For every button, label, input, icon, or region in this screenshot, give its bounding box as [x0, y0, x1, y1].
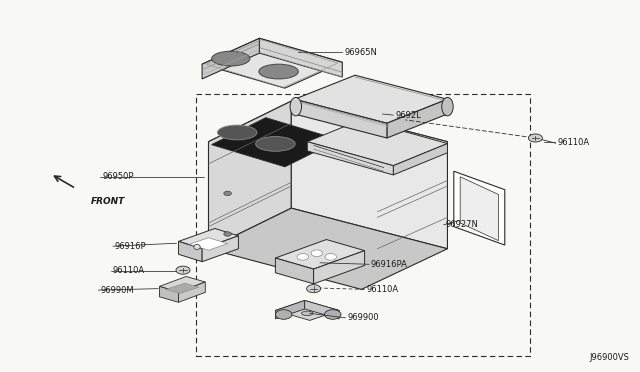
Ellipse shape: [212, 51, 250, 66]
Ellipse shape: [218, 125, 257, 140]
Text: 96965N: 96965N: [344, 48, 377, 57]
Ellipse shape: [255, 137, 295, 151]
Circle shape: [297, 254, 308, 260]
Polygon shape: [202, 236, 239, 262]
Text: 96110A: 96110A: [367, 285, 399, 294]
Bar: [196, 94, 531, 356]
Polygon shape: [202, 38, 342, 88]
Polygon shape: [159, 286, 179, 302]
Polygon shape: [307, 119, 447, 166]
Circle shape: [176, 266, 190, 274]
Text: 96950P: 96950P: [102, 172, 134, 181]
Polygon shape: [166, 283, 199, 294]
Circle shape: [324, 310, 341, 319]
Text: 96990M: 96990M: [100, 286, 134, 295]
Text: 96916P: 96916P: [115, 242, 147, 251]
Text: 96110A: 96110A: [113, 266, 145, 275]
Circle shape: [224, 232, 232, 236]
Circle shape: [275, 310, 292, 319]
Circle shape: [325, 254, 337, 260]
Polygon shape: [387, 99, 447, 138]
Polygon shape: [291, 101, 447, 249]
Polygon shape: [159, 276, 205, 292]
Polygon shape: [189, 238, 228, 250]
Polygon shape: [454, 171, 505, 245]
Polygon shape: [305, 301, 339, 319]
Text: 96916PA: 96916PA: [371, 260, 408, 269]
Polygon shape: [275, 258, 314, 284]
Polygon shape: [209, 208, 447, 289]
Polygon shape: [179, 241, 202, 262]
Text: FRONT: FRONT: [91, 197, 125, 206]
Polygon shape: [394, 144, 447, 175]
Text: 9692L: 9692L: [395, 110, 421, 120]
Ellipse shape: [442, 97, 453, 116]
Circle shape: [307, 285, 321, 293]
Polygon shape: [275, 301, 339, 320]
Polygon shape: [294, 75, 447, 123]
Circle shape: [311, 250, 323, 257]
Polygon shape: [275, 301, 305, 319]
Polygon shape: [307, 142, 394, 175]
Polygon shape: [179, 282, 205, 302]
Text: J96900VS: J96900VS: [589, 353, 629, 362]
Polygon shape: [314, 251, 365, 284]
Circle shape: [224, 191, 232, 196]
Text: 96927N: 96927N: [445, 220, 479, 229]
Polygon shape: [179, 228, 239, 249]
Text: 96110A: 96110A: [557, 138, 589, 147]
Polygon shape: [212, 118, 339, 167]
Ellipse shape: [194, 244, 200, 250]
Polygon shape: [275, 240, 365, 269]
Polygon shape: [460, 177, 499, 241]
Polygon shape: [294, 99, 387, 138]
Ellipse shape: [259, 64, 298, 79]
Ellipse shape: [290, 97, 301, 116]
Ellipse shape: [301, 311, 313, 315]
Circle shape: [529, 134, 542, 142]
Polygon shape: [202, 38, 259, 79]
Text: 969900: 969900: [348, 313, 379, 322]
Polygon shape: [259, 38, 342, 77]
Polygon shape: [209, 101, 291, 249]
Polygon shape: [209, 101, 447, 182]
